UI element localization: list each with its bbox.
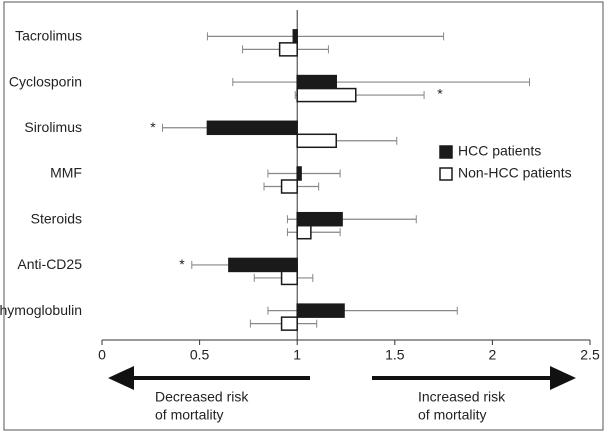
bar: [280, 270, 298, 286]
arrow-label: of mortality: [155, 407, 223, 423]
bar: [228, 257, 298, 273]
arrow-right-head: [550, 366, 576, 390]
frame: [3, 1, 604, 431]
legend-swatch: [439, 167, 453, 181]
y-tick-label: MMF: [50, 165, 82, 181]
bar: [280, 179, 298, 194]
x-tick-label: 2: [489, 347, 497, 363]
arrow-label: Decreased risk: [155, 389, 249, 405]
legend-label: HCC patients: [458, 143, 541, 159]
bar: [280, 316, 298, 331]
bar: [296, 133, 337, 149]
bar: [296, 74, 337, 90]
arrow-label: Increased risk: [418, 389, 506, 405]
y-tick-label: Steroids: [31, 210, 82, 226]
y-tick-label: Thymoglobulin: [0, 302, 82, 318]
y-tick-label: Tacrolimus: [15, 28, 82, 44]
annotation: *: [150, 119, 156, 135]
annotation: *: [179, 256, 185, 272]
y-tick-label: Sirolimus: [24, 119, 82, 135]
bar: [296, 224, 312, 240]
bar: [296, 87, 357, 103]
bar: [292, 29, 298, 44]
arrow-left-head: [108, 366, 134, 390]
bar: [296, 211, 343, 227]
bar: [296, 166, 302, 181]
x-tick-label: 1: [293, 347, 301, 363]
y-tick-label: Cyclosporin: [9, 73, 82, 89]
x-tick-label: 1.5: [385, 347, 405, 363]
bar: [206, 120, 298, 136]
y-tick-label: Anti-CD25: [17, 256, 82, 272]
annotation: *: [437, 85, 443, 101]
bar: [278, 42, 298, 57]
legend-swatch: [439, 145, 453, 159]
x-tick-label: 0: [98, 347, 106, 363]
legend-label: Non-HCC patients: [458, 165, 572, 181]
x-tick-label: 2.5: [580, 347, 600, 363]
x-tick-label: 0.5: [190, 347, 210, 363]
arrow-label: of mortality: [418, 407, 486, 423]
bar: [296, 303, 345, 318]
